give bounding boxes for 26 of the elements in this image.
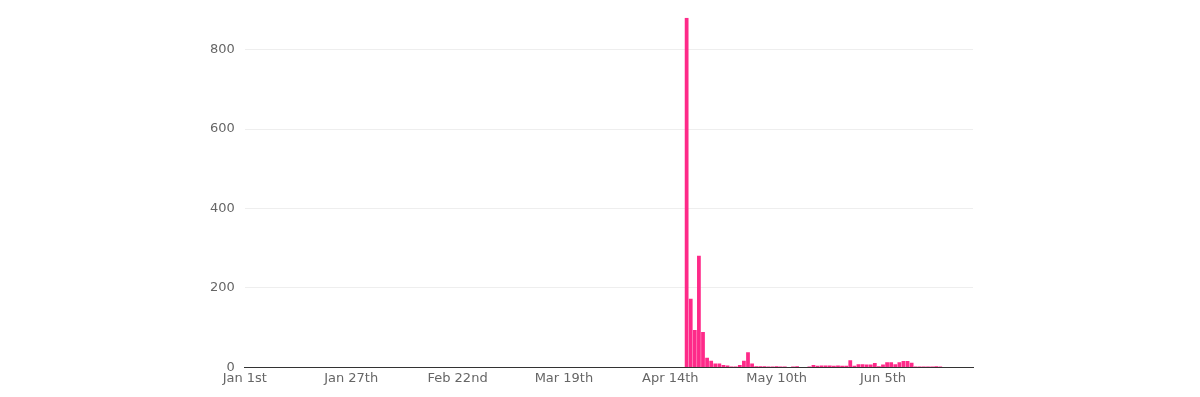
x-tick-label: Jan 27th xyxy=(323,369,379,385)
bar xyxy=(709,360,714,367)
bar xyxy=(856,364,861,367)
y-tick-label: 600 xyxy=(209,120,235,136)
x-tick-label: Feb 22nd xyxy=(427,369,488,385)
y-tick-label: 0 xyxy=(226,358,235,374)
bar xyxy=(889,362,894,367)
bar xyxy=(717,363,722,367)
bar xyxy=(872,363,877,367)
bar xyxy=(897,362,902,367)
bar xyxy=(746,352,750,367)
bar xyxy=(697,255,701,367)
y-tick-label: 200 xyxy=(209,279,235,295)
x-tick-label: Apr 14th xyxy=(642,369,699,385)
bar xyxy=(848,360,853,367)
bar xyxy=(909,362,914,367)
x-tick-label: Jun 5th xyxy=(858,369,907,385)
bar xyxy=(684,17,689,367)
y-tick-label: 800 xyxy=(209,40,235,56)
bar xyxy=(885,362,889,367)
bar xyxy=(713,363,718,367)
x-tick-label: Mar 19th xyxy=(534,369,594,385)
y-tick-label: 400 xyxy=(209,199,235,215)
bar xyxy=(893,364,898,367)
bar xyxy=(860,364,865,367)
x-tick-label: May 10th xyxy=(746,369,808,385)
